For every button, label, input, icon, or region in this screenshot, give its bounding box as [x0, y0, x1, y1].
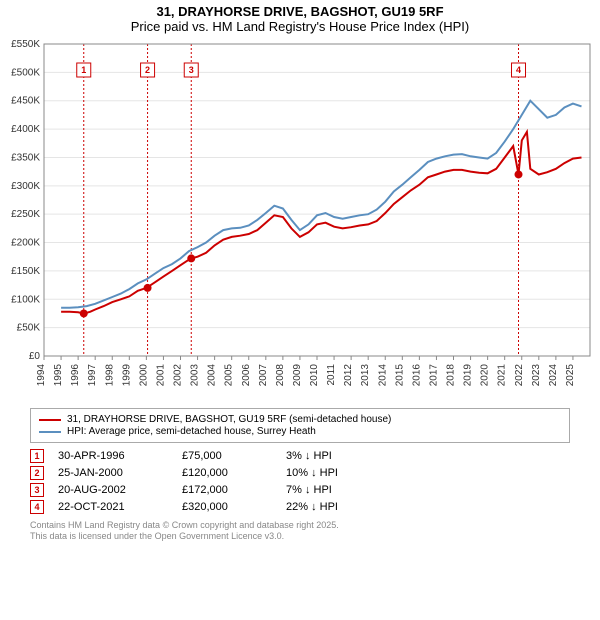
sale-price: £172,000: [182, 484, 272, 496]
svg-text:2021: 2021: [497, 364, 508, 387]
svg-text:1995: 1995: [53, 364, 64, 387]
svg-text:1998: 1998: [104, 364, 115, 387]
svg-text:2025: 2025: [565, 364, 576, 387]
price-chart: £0 £50K £100K £150K £200K £250K £300K £350K £400…: [8, 40, 592, 400]
legend-item: HPI: Average price, semi-detached house,…: [39, 426, 561, 437]
svg-text:1994: 1994: [36, 364, 47, 387]
svg-text:£250K: £250K: [11, 209, 40, 220]
svg-text:3: 3: [189, 65, 194, 75]
svg-text:£100K: £100K: [11, 294, 40, 305]
svg-text:2020: 2020: [480, 364, 491, 387]
svg-text:£200K: £200K: [11, 238, 40, 249]
sale-price: £75,000: [182, 450, 272, 462]
svg-text:2009: 2009: [292, 364, 303, 387]
svg-text:2012: 2012: [343, 364, 354, 387]
svg-text:2004: 2004: [207, 364, 218, 387]
legend-label: 31, DRAYHORSE DRIVE, BAGSHOT, GU19 5RF (…: [67, 414, 391, 425]
sales-list: 1 30-APR-1996 £75,000 3% ↓ HPI 2 25-JAN-2000 £…: [30, 449, 570, 514]
sale-row: 2 25-JAN-2000 £120,000 10% ↓ HPI: [30, 466, 570, 480]
svg-text:2001: 2001: [155, 364, 166, 387]
svg-text:£500K: £500K: [11, 67, 40, 78]
sale-date: 25-JAN-2000: [58, 467, 168, 479]
svg-text:4: 4: [516, 65, 521, 75]
svg-text:1997: 1997: [87, 364, 98, 387]
svg-text:2000: 2000: [138, 364, 149, 387]
svg-text:£350K: £350K: [11, 152, 40, 163]
svg-text:2015: 2015: [394, 364, 405, 387]
sale-diff: 22% ↓ HPI: [286, 501, 406, 513]
svg-text:2013: 2013: [360, 364, 371, 387]
sale-diff: 10% ↓ HPI: [286, 467, 406, 479]
sale-marker: 3: [30, 483, 44, 497]
svg-text:2011: 2011: [326, 364, 337, 386]
svg-text:2007: 2007: [258, 364, 269, 387]
legend-swatch: [39, 431, 61, 433]
sale-diff: 3% ↓ HPI: [286, 450, 406, 462]
footnote: Contains HM Land Registry data © Crown c…: [30, 520, 570, 543]
svg-text:2016: 2016: [411, 364, 422, 387]
sale-date: 20-AUG-2002: [58, 484, 168, 496]
svg-text:2018: 2018: [446, 364, 457, 387]
svg-text:£550K: £550K: [11, 40, 40, 50]
svg-text:£300K: £300K: [11, 181, 40, 192]
sale-row: 4 22-OCT-2021 £320,000 22% ↓ HPI: [30, 500, 570, 514]
svg-text:£450K: £450K: [11, 96, 40, 107]
sale-marker: 4: [30, 500, 44, 514]
sale-date: 30-APR-1996: [58, 450, 168, 462]
legend-item: 31, DRAYHORSE DRIVE, BAGSHOT, GU19 5RF (…: [39, 414, 561, 425]
svg-text:£50K: £50K: [17, 323, 41, 334]
svg-text:£400K: £400K: [11, 124, 40, 135]
svg-text:2010: 2010: [309, 364, 320, 387]
title-line2: Price paid vs. HM Land Registry's House …: [8, 19, 592, 34]
svg-text:2008: 2008: [275, 364, 286, 387]
svg-text:2023: 2023: [531, 364, 542, 387]
svg-text:2006: 2006: [241, 364, 252, 387]
footnote-line1: Contains HM Land Registry data © Crown c…: [30, 520, 570, 531]
sale-price: £320,000: [182, 501, 272, 513]
sale-price: £120,000: [182, 467, 272, 479]
svg-text:1996: 1996: [70, 364, 81, 387]
title-line1: 31, DRAYHORSE DRIVE, BAGSHOT, GU19 5RF: [8, 4, 592, 19]
legend-label: HPI: Average price, semi-detached house,…: [67, 426, 316, 437]
sale-row: 3 20-AUG-2002 £172,000 7% ↓ HPI: [30, 483, 570, 497]
svg-text:2003: 2003: [190, 364, 201, 387]
sale-marker: 2: [30, 466, 44, 480]
svg-text:2: 2: [145, 65, 150, 75]
footnote-line2: This data is licensed under the Open Gov…: [30, 531, 570, 542]
svg-text:2024: 2024: [548, 364, 559, 387]
svg-text:2017: 2017: [428, 364, 439, 387]
svg-text:£0: £0: [29, 351, 41, 362]
svg-text:2022: 2022: [514, 364, 525, 387]
legend: 31, DRAYHORSE DRIVE, BAGSHOT, GU19 5RF (…: [30, 408, 570, 443]
sale-marker: 1: [30, 449, 44, 463]
svg-text:1: 1: [81, 65, 86, 75]
svg-text:2002: 2002: [173, 364, 184, 387]
svg-text:2019: 2019: [463, 364, 474, 387]
svg-text:1999: 1999: [121, 364, 132, 387]
svg-text:£150K: £150K: [11, 266, 40, 277]
legend-swatch: [39, 419, 61, 421]
sale-diff: 7% ↓ HPI: [286, 484, 406, 496]
svg-text:2005: 2005: [224, 364, 235, 387]
svg-text:2014: 2014: [377, 364, 388, 387]
sale-row: 1 30-APR-1996 £75,000 3% ↓ HPI: [30, 449, 570, 463]
sale-date: 22-OCT-2021: [58, 501, 168, 513]
